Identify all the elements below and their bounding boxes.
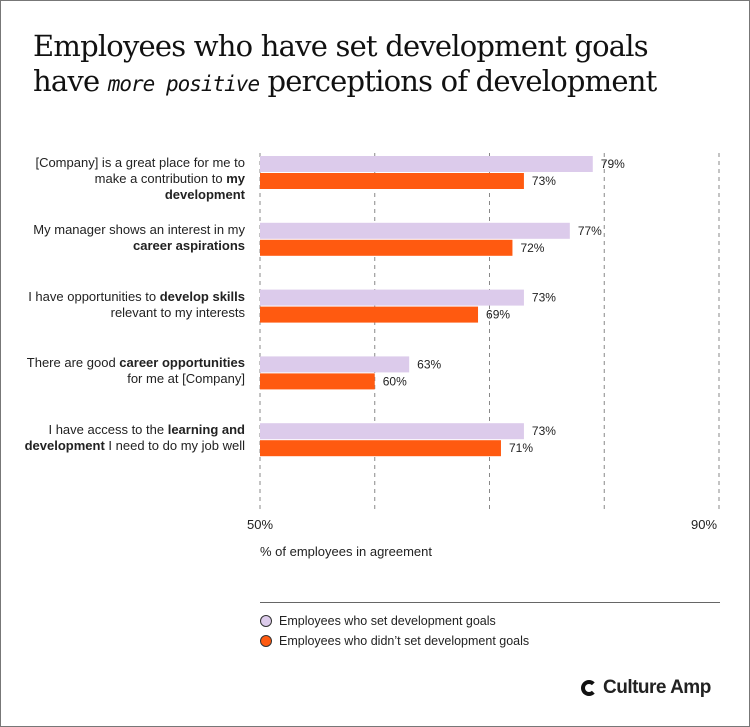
title-text: perceptions of development [267,64,658,98]
data-label: 73% [532,174,556,188]
data-label: 72% [520,241,544,255]
tick-label-min: 50% [247,517,274,532]
category-label-part: career aspirations [132,237,245,253]
culture-amp-logo: Culture Amp [581,677,711,699]
chart-title: Employees who have set development goals… [33,29,658,102]
data-label: 73% [532,291,556,305]
legend-label: Employees who didn’t set development goa… [279,634,530,648]
bar [260,289,524,306]
legend-swatch [260,615,272,627]
category-label-part: [Company] is a great place for me to mak… [35,155,245,186]
brand-name: Culture Amp [603,677,711,698]
bar [260,173,524,189]
category-label-part: My manager shows an interest in my [33,221,245,237]
category-label-part: career opportunities [119,355,245,371]
category-label-part: for me at [Company] [127,371,245,387]
category-label: There are good career opportunities for … [15,355,245,387]
category-label: I have access to the learning and develo… [15,422,245,454]
legend-item-set-goals: Employees who set development goals [260,614,496,628]
bar [260,373,375,390]
title-line-1: Employees who have set development goals [33,29,649,63]
bar [260,156,593,172]
tick-label-max: 90% [691,517,718,532]
category-label-part: I have access to the [48,422,168,438]
legend-label: Employees who set development goals [279,614,496,628]
bar [260,222,570,239]
title-line-2: have more positive perceptions of develo… [33,64,658,102]
legend-item-no-goals: Employees who didn’t set development goa… [260,634,529,648]
category-label: My manager shows an interest in my caree… [15,222,245,254]
category-label-part: relevant to my interests [110,304,245,320]
category-label-part: There are good [26,355,120,371]
data-label: 79% [601,157,625,171]
culture-amp-logo-icon [581,680,597,696]
category-label: [Company] is a great place for me to mak… [15,155,245,203]
data-label: 73% [532,424,556,438]
category-label: I have opportunities to develop skills r… [15,289,245,321]
bar [260,423,524,440]
data-label: 63% [417,357,441,371]
category-label-part: I need to do my job well [104,438,245,454]
legend-swatch [260,635,272,647]
category-label-part: my development [164,171,245,202]
category-label-part: I have opportunities to [28,288,160,304]
category-label-part: learning and development [24,422,245,454]
bar [260,239,513,256]
bar [260,440,501,457]
bar-chart: 79% 73% 77% 72% 73% 69% 63% 60% 73% 71% [259,153,720,509]
bar [260,356,410,373]
legend-divider [260,602,720,603]
title-text: have [33,64,100,98]
x-axis-label: % of employees in agreement [260,544,432,559]
data-label: 77% [578,224,602,238]
data-label: 71% [509,441,533,455]
data-label: 69% [486,308,510,322]
category-label-part: develop skills [159,288,245,304]
bar [260,306,479,323]
title-handwritten: more positive [107,72,260,96]
data-label: 60% [383,374,407,388]
